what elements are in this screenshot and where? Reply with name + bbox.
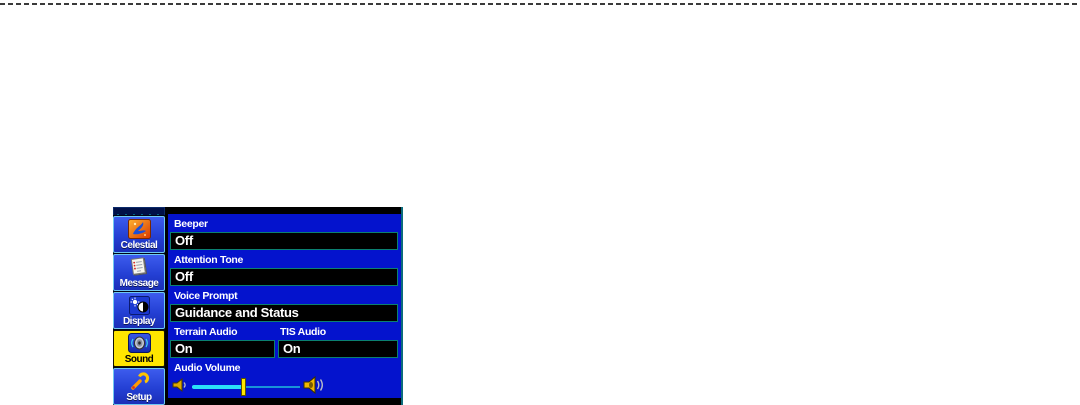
setup-icon bbox=[129, 369, 150, 392]
tab-sound-label: Sound bbox=[124, 354, 154, 365]
tab-celestial[interactable]: Celestial bbox=[113, 216, 165, 253]
audio-volume-section: Audio Volume bbox=[168, 362, 401, 398]
attention-tone-label: Attention Tone bbox=[174, 254, 244, 266]
content-bottom-border bbox=[168, 398, 401, 405]
content-top-border bbox=[168, 207, 401, 214]
terrain-audio-field: Terrain Audio On bbox=[168, 326, 277, 358]
page-top-dashed-rule bbox=[0, 3, 1080, 5]
attention-tone-field: Attention Tone Off bbox=[168, 254, 401, 286]
audio-volume-label: Audio Volume bbox=[174, 362, 241, 374]
audio-volume-slider-track[interactable] bbox=[192, 378, 300, 396]
voice-prompt-label: Voice Prompt bbox=[174, 290, 238, 302]
tab-setup[interactable]: Setup bbox=[113, 368, 165, 405]
tab-message-label: Message bbox=[119, 278, 159, 289]
tab-celestial-label: Celestial bbox=[120, 240, 158, 251]
speaker-high-icon bbox=[303, 375, 326, 400]
wave-pattern-icon bbox=[117, 213, 159, 215]
tis-audio-label: TIS Audio bbox=[280, 326, 326, 338]
sound-settings-content: Beeper Off Attention Tone Off Voice Prom… bbox=[168, 207, 403, 405]
tab-display[interactable]: Display bbox=[113, 292, 165, 329]
volume-slider-thumb[interactable] bbox=[240, 378, 246, 396]
tab-message[interactable]: Message bbox=[113, 254, 165, 291]
voice-prompt-field: Voice Prompt Guidance and Status bbox=[168, 290, 401, 322]
celestial-icon bbox=[127, 217, 151, 240]
beeper-label: Beeper bbox=[174, 218, 208, 230]
terrain-audio-label: Terrain Audio bbox=[174, 326, 238, 338]
audio-pair-row: Terrain Audio On TIS Audio On bbox=[168, 326, 401, 358]
tab-setup-label: Setup bbox=[126, 392, 152, 403]
message-icon bbox=[128, 255, 150, 278]
beeper-value-box[interactable]: Off bbox=[170, 232, 398, 250]
volume-track-filled bbox=[192, 385, 243, 389]
volume-track-base bbox=[192, 386, 300, 388]
display-icon bbox=[128, 293, 150, 316]
tis-audio-field: TIS Audio On bbox=[277, 326, 401, 358]
tab-sound[interactable]: Sound bbox=[113, 330, 165, 367]
voice-prompt-value-box[interactable]: Guidance and Status bbox=[170, 304, 398, 322]
sidebar-content-divider bbox=[165, 207, 168, 405]
settings-tab-sidebar: Celestial Me bbox=[113, 207, 165, 405]
audio-volume-slider-row bbox=[168, 375, 401, 400]
terrain-audio-value-box[interactable]: On bbox=[170, 340, 275, 358]
speaker-low-icon bbox=[172, 377, 189, 398]
tab-display-label: Display bbox=[122, 316, 156, 327]
sound-icon bbox=[127, 331, 151, 354]
tab-scroll-wave-indicator bbox=[113, 207, 165, 215]
attention-tone-value-box[interactable]: Off bbox=[170, 268, 398, 286]
beeper-field: Beeper Off bbox=[168, 218, 401, 250]
tis-audio-value-box[interactable]: On bbox=[278, 340, 398, 358]
gps-settings-panel: Celestial Me bbox=[113, 207, 403, 405]
